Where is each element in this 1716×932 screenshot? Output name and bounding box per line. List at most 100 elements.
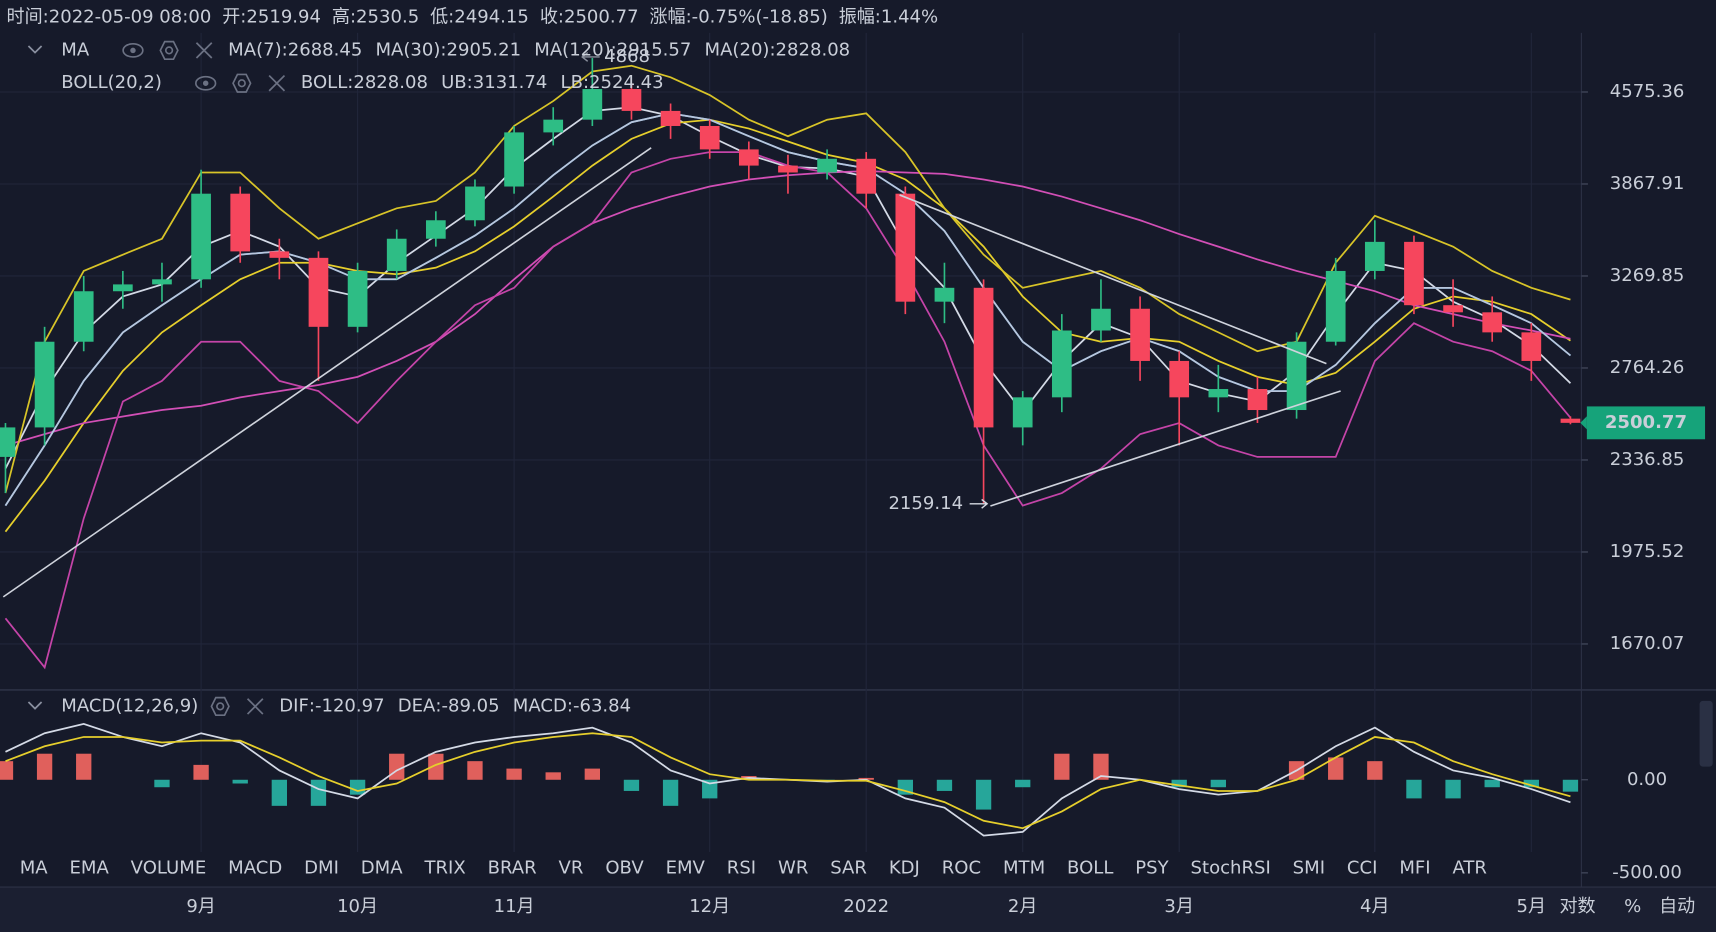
candle-body: [73, 291, 94, 342]
percent-toggle[interactable]: %: [1624, 896, 1641, 917]
candle-body: [1404, 241, 1424, 306]
visibility-icon[interactable]: [195, 75, 217, 91]
candle-body: [1208, 389, 1229, 398]
info-text: :: [347, 72, 353, 93]
info-text: 开:: [222, 7, 246, 28]
info-text: -0.75%(-18.85): [692, 7, 828, 28]
scroll-handle[interactable]: [1699, 700, 1713, 767]
indicator-tab[interactable]: MACD: [228, 857, 282, 878]
indicator-tab[interactable]: SAR: [830, 857, 867, 878]
info-text: 时间:: [7, 7, 49, 28]
info-text: MACD: [513, 695, 567, 716]
candle-body: [386, 238, 407, 271]
info-text: 振幅:: [839, 7, 881, 28]
close-icon[interactable]: [195, 42, 213, 59]
settings-icon[interactable]: [210, 696, 230, 716]
log-toggle[interactable]: 对数: [1560, 896, 1596, 917]
indicator-tab[interactable]: MA: [20, 857, 49, 878]
info-text: 2494.15: [454, 7, 529, 28]
macd-bar: [1171, 779, 1187, 788]
x-tick-label: 4月: [1360, 896, 1390, 917]
candle-body: [1091, 308, 1111, 331]
y-tick-label: 1975.52: [1610, 541, 1685, 562]
indicator-tab[interactable]: PSY: [1135, 857, 1169, 878]
info-text: DEA: [398, 695, 436, 716]
candle-body: [152, 279, 172, 285]
indicator-tab[interactable]: ATR: [1452, 857, 1487, 878]
plot: [0, 58, 1581, 837]
macd-bar: [897, 779, 913, 795]
indicator-tab[interactable]: MFI: [1399, 857, 1430, 878]
indicator-tab[interactable]: SMI: [1293, 857, 1325, 878]
y-tick-label: 3867.91: [1610, 173, 1685, 194]
macd-bar: [310, 779, 327, 806]
candle-body: [504, 132, 524, 187]
candle-body: [425, 220, 446, 239]
candle-body: [1325, 270, 1346, 342]
candle-body: [308, 257, 329, 327]
indicator-tab[interactable]: BOLL: [1067, 857, 1113, 878]
indicator-tab[interactable]: StochRSI: [1191, 857, 1271, 878]
candle-body: [973, 287, 994, 428]
price-tag-label: 2500.77: [1605, 412, 1687, 433]
visibility-icon[interactable]: [122, 42, 144, 58]
candle-body: [1364, 241, 1385, 271]
indicator-tab[interactable]: DMI: [304, 857, 339, 878]
info-text: MA(7): [228, 39, 281, 60]
settings-icon[interactable]: [159, 40, 179, 60]
indicator-tab[interactable]: RSI: [727, 857, 756, 878]
price-tag-pointer: [1580, 416, 1587, 430]
macd-bar: [702, 779, 718, 799]
indicator-tab[interactable]: ROC: [942, 857, 981, 878]
indicator-tab[interactable]: DMA: [361, 857, 403, 878]
indicator-tab[interactable]: EMV: [666, 857, 706, 878]
indicator-name: MA: [61, 39, 90, 60]
info-text: UB: [441, 72, 467, 93]
candle-body: [230, 193, 251, 252]
macd-bar: [36, 753, 53, 780]
macd-bar: [1328, 757, 1344, 780]
info-text: MA(30): [375, 39, 440, 60]
auto-toggle[interactable]: 自动: [1659, 896, 1695, 917]
indicator-tab[interactable]: EMA: [69, 857, 109, 878]
trend-line: [990, 390, 1341, 507]
candle-body: [895, 193, 916, 302]
settings-icon[interactable]: [232, 73, 252, 93]
indicator-tab[interactable]: TRIX: [423, 857, 465, 878]
collapse-icon[interactable]: [27, 701, 43, 710]
x-tick-label: 5月: [1517, 896, 1547, 917]
info-text: 2915.57: [617, 39, 692, 60]
candle-body: [582, 89, 603, 120]
indicator-tab[interactable]: MTM: [1003, 857, 1045, 878]
indicator-tab[interactable]: KDJ: [889, 857, 920, 878]
info-text: MA(20): [705, 39, 770, 60]
info-text: 3131.74: [473, 72, 548, 93]
trend-line: [2, 147, 652, 598]
candle-body: [543, 119, 564, 133]
macd-bar: [506, 768, 522, 780]
close-icon[interactable]: [268, 74, 286, 92]
indicator-tab[interactable]: BRAR: [488, 857, 538, 878]
candle-body: [1521, 332, 1542, 361]
info-text: :: [282, 39, 288, 60]
candle-body: [1482, 312, 1503, 333]
collapse-icon[interactable]: [27, 45, 43, 54]
close-icon[interactable]: [246, 698, 264, 715]
y-tick-label: 4575.36: [1610, 81, 1685, 102]
info-text: 2530.5: [356, 7, 419, 28]
indicator-tab[interactable]: VOLUME: [131, 857, 207, 878]
indicator-tab[interactable]: WR: [778, 857, 809, 878]
indicator-tab[interactable]: CCI: [1347, 857, 1378, 878]
info-text: 2828.08: [776, 39, 851, 60]
visibility-icon: [130, 47, 136, 54]
series-line: [5, 732, 1571, 830]
indicator-tab[interactable]: VR: [559, 857, 584, 878]
candle-body: [269, 251, 290, 258]
indicator-tab[interactable]: OBV: [605, 857, 644, 878]
y-tick-label: 2336.85: [1610, 449, 1685, 470]
x-tick-label: 11月: [494, 896, 535, 917]
info-text: 2905.21: [447, 39, 522, 60]
info-text: 涨幅:: [650, 7, 692, 28]
